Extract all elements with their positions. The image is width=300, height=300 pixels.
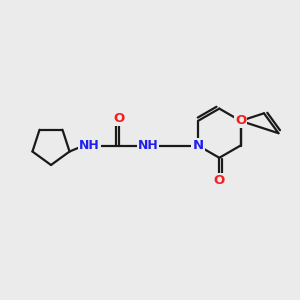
Text: O: O xyxy=(214,174,225,187)
Text: NH: NH xyxy=(137,139,158,152)
Text: O: O xyxy=(113,112,124,125)
Text: NH: NH xyxy=(79,139,100,152)
Text: N: N xyxy=(192,139,204,152)
Text: O: O xyxy=(235,114,246,128)
